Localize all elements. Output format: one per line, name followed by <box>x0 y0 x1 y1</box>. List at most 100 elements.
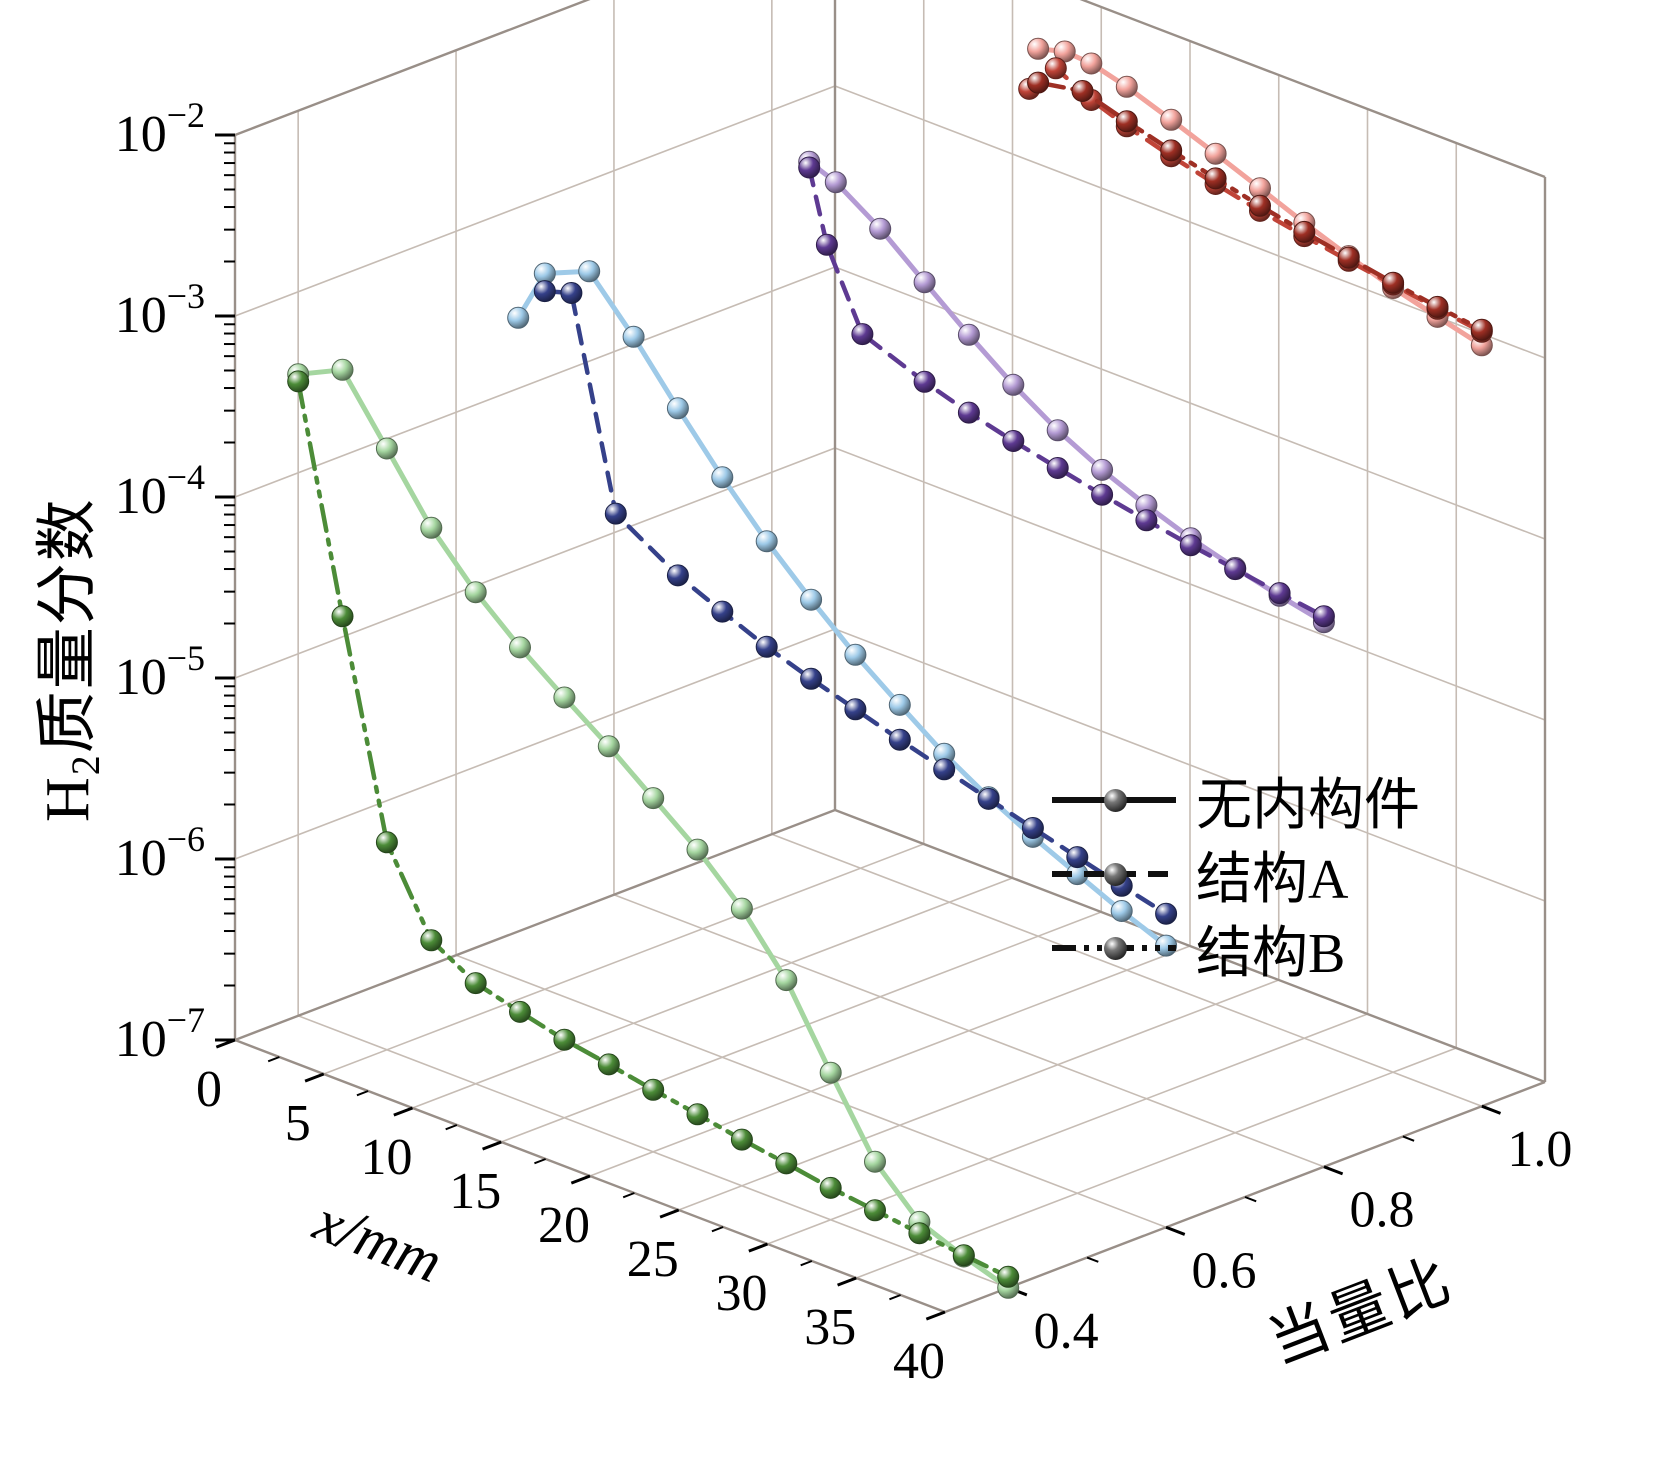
data-point-marker <box>597 1053 620 1076</box>
series-无内构件-phi0.8 <box>798 150 1335 634</box>
data-point-marker <box>800 588 823 611</box>
data-point-marker <box>666 564 689 587</box>
data-point-marker <box>977 787 1000 810</box>
data-point-marker <box>888 728 911 751</box>
series-结构A-phi0.6 <box>533 280 1178 925</box>
data-point-marker <box>730 1128 753 1151</box>
data-point-marker <box>1204 142 1227 165</box>
data-point-marker <box>1091 458 1114 481</box>
data-point-marker <box>775 1152 798 1175</box>
legend-line-dashed-icon <box>1052 871 1176 877</box>
legend-marker-icon <box>1104 863 1127 886</box>
data-point-marker <box>604 502 627 525</box>
data-point-marker <box>1071 80 1094 102</box>
z-tick-label: 10−4 <box>115 457 205 525</box>
x-tick-label: 15 <box>449 1163 501 1220</box>
data-point-marker <box>711 466 734 489</box>
data-point-marker <box>1470 318 1493 341</box>
data-point-marker <box>1066 846 1089 869</box>
data-point-marker <box>851 323 874 346</box>
data-point-marker <box>798 156 821 179</box>
data-point-marker <box>686 1103 709 1126</box>
data-point-marker <box>730 897 753 920</box>
data-point-marker <box>1426 295 1449 318</box>
z-tick-label: 10−5 <box>115 638 205 706</box>
z-axis-title-rest: 质量分数 <box>34 497 102 754</box>
x-tick-label: 10 <box>361 1129 413 1186</box>
data-point-marker <box>666 397 689 420</box>
data-series <box>287 37 1493 1299</box>
data-point-marker <box>1021 817 1044 839</box>
data-point-marker <box>913 271 936 294</box>
data-point-marker <box>864 1150 886 1173</box>
axis-ticks-and-labels: 10−7 10−6 10−5 10−4 10−3 10−2 0 5 10 15 20 25 30 35 40… <box>115 95 1573 1390</box>
data-point-marker <box>1204 167 1227 190</box>
data-point-marker <box>888 693 911 716</box>
data-point-marker <box>1115 110 1138 133</box>
z-tick-label: 10−3 <box>115 276 205 344</box>
data-point-marker <box>509 1000 531 1023</box>
data-point-marker <box>1046 419 1069 442</box>
x-tick-label: 0 <box>196 1061 222 1118</box>
data-point-marker <box>578 260 601 283</box>
data-point-marker <box>819 1061 842 1084</box>
data-point-marker <box>1091 483 1114 506</box>
legend-label: 结构B <box>1196 922 1346 985</box>
y-tick-label: 1.0 <box>1507 1121 1572 1178</box>
data-point-marker <box>375 437 398 460</box>
z-tick-label: 10−2 <box>115 95 205 163</box>
series-结构B-phi1 <box>1027 71 1493 341</box>
data-point-marker <box>755 530 778 553</box>
x-tick-label: 20 <box>538 1197 590 1254</box>
z-axis-title: H2质量分数 <box>16 497 109 822</box>
data-point-marker <box>533 280 556 303</box>
z-tick-label: 10−6 <box>115 819 205 887</box>
data-point-marker <box>869 217 892 240</box>
axis-frame <box>233 0 1547 1314</box>
z-axis-title-h: H <box>34 775 102 822</box>
data-point-marker <box>560 282 583 304</box>
data-point-marker <box>1115 75 1138 98</box>
data-point-marker <box>1312 605 1335 628</box>
data-point-marker <box>819 1176 842 1199</box>
x-tick-label: 25 <box>627 1231 679 1288</box>
z-tick-label: 10−7 <box>115 1000 205 1068</box>
data-point-marker <box>420 929 443 952</box>
legend-item-no-internals: 无内构件 <box>1048 768 1420 837</box>
data-point-marker <box>331 358 354 381</box>
data-point-marker <box>1249 194 1271 217</box>
data-point-marker <box>1268 582 1291 605</box>
x-tick-label: 30 <box>716 1265 768 1322</box>
data-point-marker <box>1027 37 1050 60</box>
data-point-marker <box>597 735 620 758</box>
data-point-marker <box>622 325 645 348</box>
data-point-marker <box>553 686 576 709</box>
legend-item-structure-a: 结构A <box>1048 842 1420 911</box>
data-point-marker <box>711 600 734 623</box>
data-point-marker <box>755 635 778 658</box>
data-point-marker <box>800 667 823 690</box>
data-point-marker <box>1293 220 1316 243</box>
data-point-marker <box>642 1078 665 1101</box>
data-point-marker <box>957 401 980 424</box>
data-point-marker <box>464 581 487 604</box>
data-point-marker <box>844 643 867 666</box>
data-point-marker <box>1027 71 1050 94</box>
data-point-marker <box>287 370 310 393</box>
data-point-marker <box>1155 902 1178 925</box>
data-point-marker <box>775 969 798 992</box>
y-tick-label: 0.6 <box>1192 1242 1257 1299</box>
data-point-marker <box>864 1199 886 1222</box>
x-tick-label: 5 <box>285 1095 311 1152</box>
data-point-marker <box>824 171 847 194</box>
data-point-marker <box>1135 509 1158 532</box>
data-point-marker <box>553 1028 576 1051</box>
data-point-marker <box>686 838 709 861</box>
data-point-marker <box>908 1222 931 1245</box>
data-point-marker <box>957 323 980 346</box>
data-point-marker <box>997 1265 1020 1288</box>
z-axis-title-sub: 2 <box>63 753 109 776</box>
data-point-marker <box>642 787 665 810</box>
